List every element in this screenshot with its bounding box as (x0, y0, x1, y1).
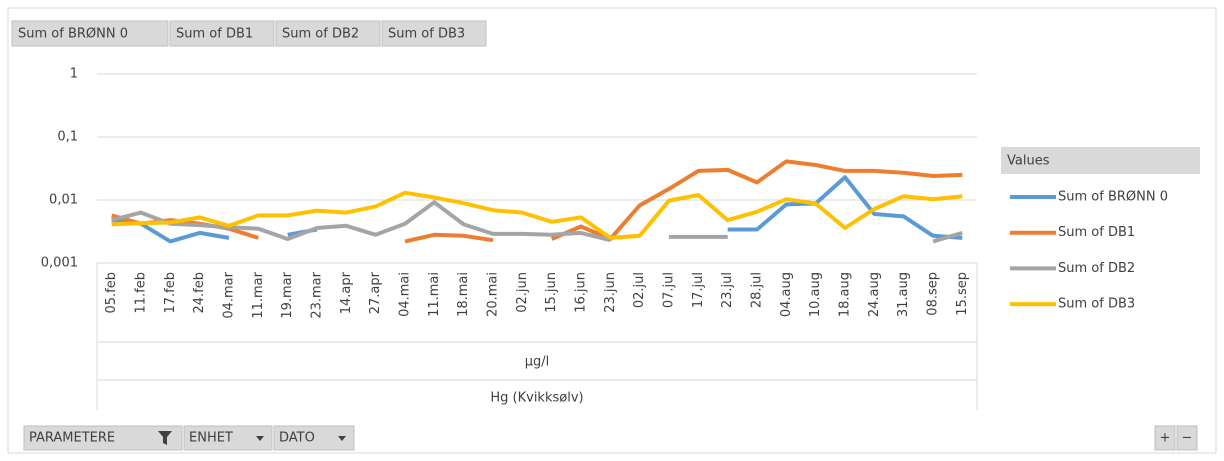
x-tick-label: 27.apr (368, 271, 383, 314)
x-tick-label: 02.jun (515, 272, 530, 313)
field-button[interactable] (381, 20, 487, 47)
x-tick-label: 04.mai (398, 272, 413, 317)
x-tick-label: 02.jul (632, 272, 647, 308)
x-tick-label: 18.aug (838, 272, 853, 317)
x-tick-label: 24.aug (867, 272, 882, 317)
filter-button-label: DATO (279, 431, 315, 446)
field-button-label: Sum of DB2 (282, 27, 359, 42)
chart-frame (7, 7, 1217, 454)
dropdown-arrow (338, 436, 346, 441)
x-tick-label: 18.mai (456, 272, 471, 317)
x-tick-label: 15.sep (955, 272, 970, 316)
field-button-label: Sum of BRØNN 0 (18, 27, 128, 42)
field-button[interactable] (169, 20, 275, 47)
filter-icon (158, 431, 172, 445)
legend-label: Sum of DB3 (1058, 297, 1135, 312)
zoom-in-label: + (1160, 431, 1171, 446)
x-tick-label: 17.jul (691, 272, 706, 308)
x-tick-label: 20.mai (486, 272, 501, 317)
filter-button-label: ENHET (189, 431, 233, 446)
zoom-out-label: − (1182, 431, 1193, 446)
x-tick-label: 10.aug (808, 272, 823, 317)
series-line (111, 190, 963, 240)
field-button[interactable] (11, 20, 169, 47)
field-button[interactable] (275, 20, 381, 47)
x-tick-label: 14.apr (339, 271, 354, 314)
filter-button-label: PARAMETERE (29, 431, 115, 446)
x-tick-label: 11.mar (251, 271, 266, 318)
x-tick-label: 07.jul (662, 272, 677, 308)
legend-title: Values (1007, 154, 1050, 169)
x-tick-label: 16.jun (574, 272, 589, 313)
x-tick-label: 04.aug (779, 272, 794, 317)
x-tick-label: 11.feb (134, 272, 149, 314)
x-tick-label: 23.jul (720, 272, 735, 308)
y-tick-label: 0,001 (41, 256, 78, 271)
x-tick-label: 08.sep (926, 272, 941, 316)
legend-label: Sum of DB2 (1058, 261, 1135, 276)
x-tick-label: 24.feb (192, 272, 207, 314)
field-button-label: Sum of DB3 (388, 27, 465, 42)
filter-button[interactable] (23, 425, 183, 451)
x-tick-label: 23.mar (310, 271, 325, 318)
zoom-out-button[interactable] (1176, 425, 1198, 451)
dropdown-arrow (256, 436, 264, 441)
x-tick-label: 15.jun (544, 272, 559, 313)
axis-level-label: µg/l (525, 355, 550, 370)
x-tick-label: 11.mai (427, 272, 442, 317)
x-tick-label: 04.mar (222, 271, 237, 318)
y-tick-label: 1 (70, 67, 78, 82)
legend-label: Sum of BRØNN 0 (1058, 190, 1168, 205)
axis-level-label: Hg (Kvikksølv) (490, 391, 583, 406)
x-tick-label: 17.feb (163, 272, 178, 314)
series-line (111, 200, 963, 244)
field-button-label: Sum of DB1 (176, 27, 253, 42)
y-tick-label: 0,1 (57, 130, 78, 145)
x-tick-label: 19.mar (280, 271, 295, 318)
x-tick-label: 23.jun (603, 272, 618, 313)
legend-label: Sum of DB1 (1058, 225, 1135, 240)
x-tick-label: 05.feb (104, 272, 119, 314)
y-tick-label: 0,01 (49, 193, 78, 208)
x-tick-label: 31.aug (896, 272, 911, 317)
x-tick-label: 28.jul (750, 272, 765, 308)
filter-button[interactable] (183, 425, 273, 451)
zoom-in-button[interactable] (1154, 425, 1176, 451)
legend-header (1001, 147, 1200, 174)
